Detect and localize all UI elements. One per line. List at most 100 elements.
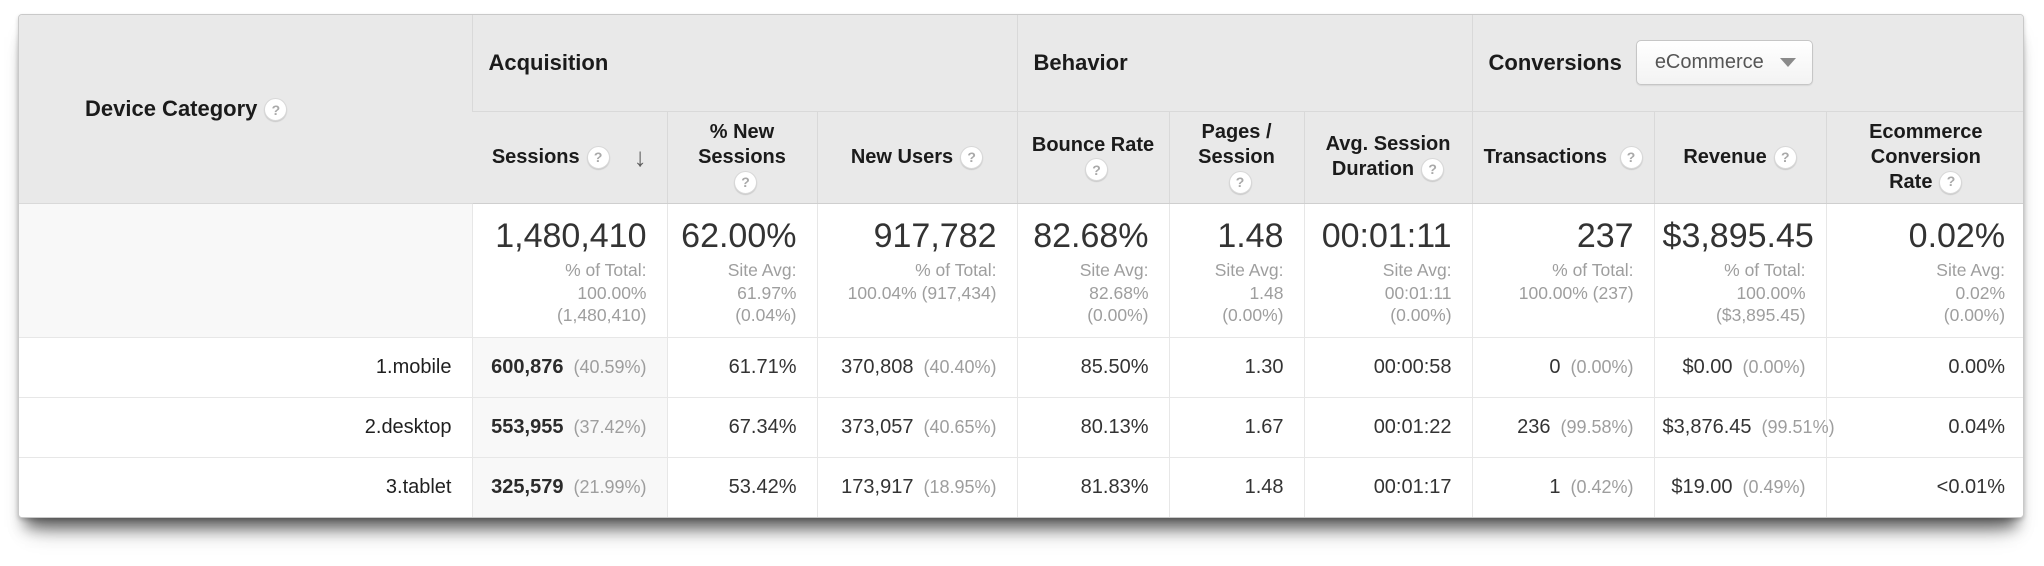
column-header-ecommerce-cr[interactable]: Ecommerce Conversion Rate?	[1825, 111, 2023, 204]
chevron-down-icon	[1779, 58, 1796, 68]
sort-descending-icon[interactable]: ↓	[633, 142, 647, 172]
new-users-value: 370,808	[841, 355, 914, 378]
totals-bounce-rate-subtext: Site Avg: 82.68% (0.00%)	[1079, 260, 1149, 326]
bounce-rate-cell: 85.50%	[1016, 337, 1170, 398]
ecommerce-cr-cell: 0.04%	[1825, 397, 2023, 458]
sessions-value: 600,876	[491, 355, 564, 378]
group-header-behavior: Behavior	[1016, 15, 1473, 112]
dimension-cell: 3.tablet	[19, 457, 472, 517]
column-header-new-sessions-pct[interactable]: % New Sessions ?	[666, 111, 817, 204]
pages-session-header-label: Pages / Session	[1198, 121, 1275, 169]
help-icon[interactable]: ?	[1939, 170, 1963, 194]
new-users-share: (18.95%)	[923, 476, 997, 497]
totals-new-sessions-pct-value: 62.00%	[681, 216, 797, 255]
group-behavior-label: Behavior	[1033, 49, 1128, 75]
row-index: 2.	[364, 415, 382, 438]
revenue-share: (0.49%)	[1742, 476, 1806, 497]
dimension-value: mobile	[392, 355, 452, 378]
totals-new-users-value: 917,782	[873, 216, 997, 255]
totals-row: 1,480,410 % of Total: 100.00% (1,480,410) …	[19, 203, 2023, 338]
totals-transactions-subtext: % of Total: 100.00% (237)	[1518, 260, 1634, 303]
bounce-rate-cell: 81.83%	[1016, 457, 1170, 517]
avg-duration-cell: 00:01:17	[1303, 457, 1473, 517]
transactions-cell: 1 (0.42%)	[1471, 457, 1655, 517]
new-users-cell: 370,808 (40.40%)	[816, 337, 1018, 398]
help-icon[interactable]: ?	[1228, 170, 1252, 194]
ecommerce-cr-cell: 0.00%	[1825, 337, 2023, 398]
avg-duration-header-label: Avg. Session Duration?	[1325, 133, 1451, 182]
bounce-rate-cell: 80.13%	[1016, 397, 1170, 458]
help-icon[interactable]: ?	[1085, 158, 1109, 182]
column-header-avg-duration[interactable]: Avg. Session Duration?	[1303, 111, 1473, 204]
help-icon[interactable]: ?	[734, 170, 757, 194]
totals-sessions: 1,480,410 % of Total: 100.00% (1,480,410)	[471, 203, 667, 338]
help-icon[interactable]: ?	[1421, 158, 1445, 182]
pages-session-cell: 1.48	[1168, 457, 1305, 517]
revenue-share: (0.00%)	[1742, 356, 1806, 377]
device-category-table: Device Category? Acquisition Behavior Co…	[19, 15, 2023, 517]
help-icon[interactable]: ?	[1773, 145, 1797, 169]
group-header-row: Device Category? Acquisition Behavior Co…	[19, 15, 2023, 204]
revenue-cell: $3,876.45 (99.51%)	[1653, 397, 1835, 458]
totals-sessions-subtext: % of Total: 100.00% (1,480,410)	[556, 260, 647, 326]
totals-revenue: $3,895.45 % of Total: 100.00% ($3,895.45)	[1653, 203, 1827, 338]
sessions-share: (40.59%)	[573, 356, 647, 377]
dimension-value: desktop	[381, 415, 452, 438]
column-header-sessions[interactable]: Sessions? ↓	[472, 111, 667, 204]
dimension-header-label: Device Category	[85, 95, 258, 121]
help-icon[interactable]: ?	[1619, 145, 1643, 169]
help-icon[interactable]: ?	[264, 98, 288, 122]
sessions-share: (21.99%)	[573, 476, 647, 497]
table-row-tablet: 3.tablet 325,579 (21.99%) 53.42% 173,917 (…	[19, 457, 2023, 517]
pages-session-cell: 1.30	[1168, 337, 1305, 398]
help-icon[interactable]: ?	[586, 145, 610, 169]
totals-dimension-cell	[19, 203, 472, 338]
transactions-value: 0	[1549, 355, 1561, 378]
totals-new-sessions-pct: 62.00% Site Avg: 61.97% (0.04%)	[666, 203, 817, 338]
conversions-type-value: eCommerce	[1654, 51, 1764, 74]
table-row-mobile: 1.mobile 600,876 (40.59%) 61.71% 370,808 (…	[19, 337, 2023, 398]
row-index: 1.	[375, 355, 393, 378]
column-header-new-users[interactable]: New Users?	[816, 111, 1018, 204]
column-header-revenue[interactable]: Revenue?	[1653, 111, 1827, 204]
sessions-header-label: Sessions	[491, 145, 580, 168]
sessions-value: 325,579	[491, 475, 564, 498]
dimension-header-cell[interactable]: Device Category?	[19, 15, 472, 204]
sessions-value: 553,955	[491, 415, 564, 438]
help-icon[interactable]: ?	[960, 145, 984, 169]
totals-avg-duration-subtext: Site Avg: 00:01:11 (0.00%)	[1382, 260, 1452, 326]
totals-revenue-subtext: % of Total: 100.00% ($3,895.45)	[1716, 260, 1806, 326]
dimension-value: tablet	[402, 475, 452, 498]
sessions-cell: 553,955 (37.42%)	[471, 397, 667, 458]
revenue-value: $19.00	[1671, 475, 1733, 498]
totals-revenue-value: $3,895.45	[1662, 216, 1814, 255]
totals-transactions-value: 237	[1576, 216, 1634, 255]
new-sessions-pct-cell: 61.71%	[666, 337, 817, 398]
totals-ecommerce-cr-value: 0.02%	[1908, 216, 2006, 255]
totals-avg-duration-value: 00:01:11	[1321, 216, 1452, 255]
row-index: 3.	[385, 475, 403, 498]
conversions-type-dropdown[interactable]: eCommerce	[1635, 40, 1813, 86]
totals-ecommerce-cr: 0.02% Site Avg: 0.02% (0.00%)	[1825, 203, 2023, 338]
column-header-pages-session[interactable]: Pages / Session ?	[1168, 111, 1305, 204]
sessions-share: (37.42%)	[573, 416, 647, 437]
new-users-cell: 373,057 (40.65%)	[816, 397, 1018, 458]
revenue-cell: $19.00 (0.49%)	[1653, 457, 1827, 517]
transactions-value: 236	[1517, 415, 1551, 438]
transactions-cell: 0 (0.00%)	[1471, 337, 1655, 398]
new-users-share: (40.40%)	[923, 356, 997, 377]
new-users-value: 173,917	[841, 475, 914, 498]
new-users-share: (40.65%)	[923, 416, 997, 437]
transactions-cell: 236 (99.58%)	[1471, 397, 1655, 458]
revenue-share: (99.51%)	[1761, 416, 1835, 437]
revenue-value: $0.00	[1682, 355, 1733, 378]
new-sessions-pct-header-label: % New Sessions	[698, 121, 786, 169]
column-header-row: Sessions? ↓ % New Sessions ? New Users? …	[19, 111, 2023, 204]
column-header-transactions[interactable]: Transactions ?	[1471, 111, 1655, 204]
avg-duration-cell: 00:00:58	[1303, 337, 1473, 398]
table-row-desktop: 2.desktop 553,955 (37.42%) 67.34% 373,057…	[19, 397, 2023, 458]
column-header-bounce-rate[interactable]: Bounce Rate ?	[1016, 111, 1170, 204]
new-users-header-label: New Users	[850, 145, 954, 168]
pages-session-cell: 1.67	[1168, 397, 1305, 458]
totals-pages-session: 1.48 Site Avg: 1.48 (0.00%)	[1168, 203, 1305, 338]
